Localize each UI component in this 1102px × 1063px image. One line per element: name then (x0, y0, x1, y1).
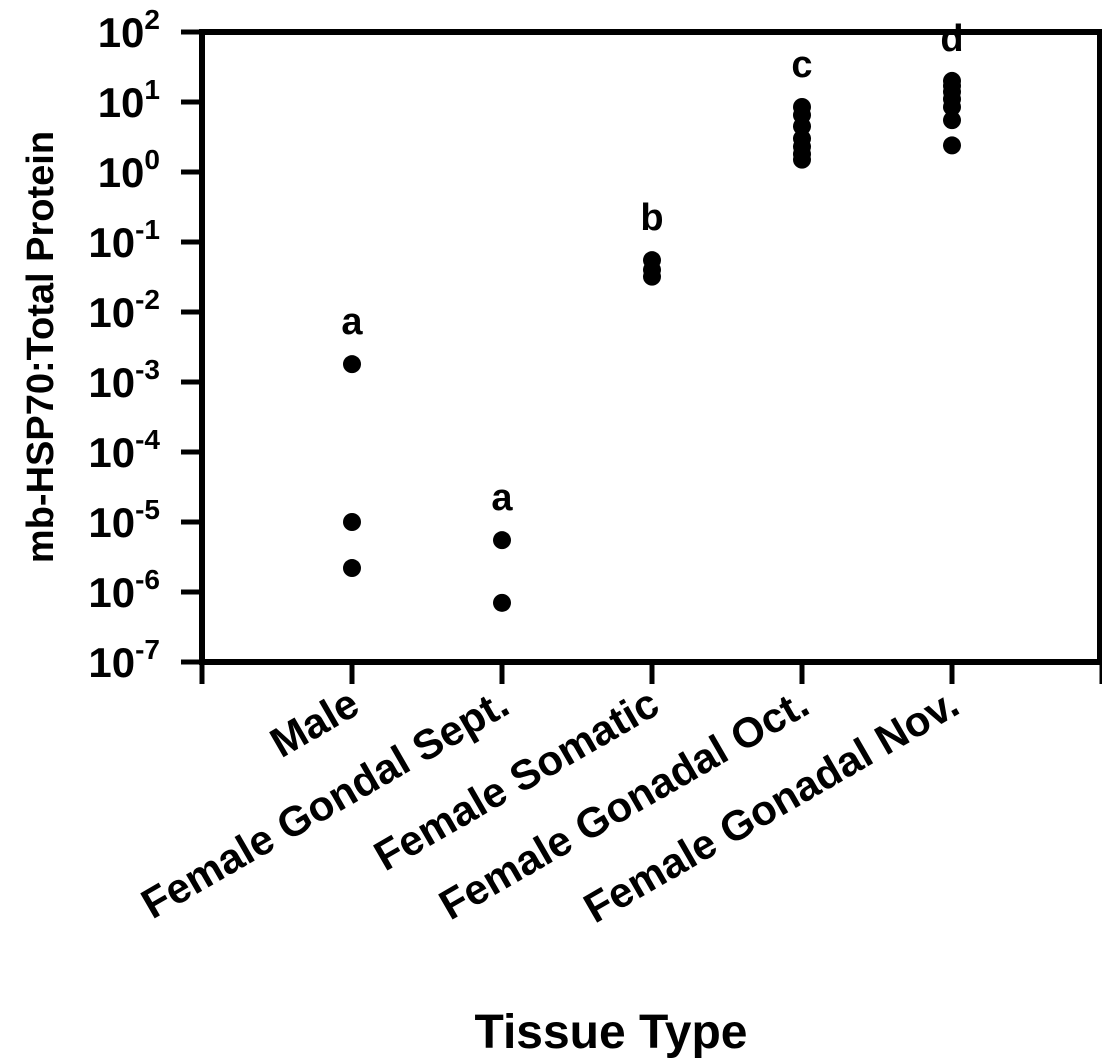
significance-letters: a a b c d (341, 18, 963, 519)
data-point (943, 111, 961, 130)
y-tick-label: 10-5 (88, 494, 160, 546)
y-tick-label: 10-2 (88, 284, 160, 336)
data-points (343, 71, 961, 612)
data-point (493, 593, 511, 612)
y-tick-label: 101 (98, 74, 160, 126)
data-point (793, 150, 811, 169)
data-point (943, 136, 961, 155)
significance-letter: d (940, 18, 963, 60)
y-axis-ticks: 102 101 100 10-1 10-2 10-3 10-4 10-5 10-6 10-7 (88, 4, 202, 686)
data-point (343, 355, 361, 374)
y-axis-label: mb-HSP70:Total Protein (20, 131, 62, 563)
y-tick-label: 10-3 (88, 354, 160, 406)
data-point (643, 267, 661, 286)
y-tick-label: 10-6 (88, 564, 160, 616)
x-tick-label: Male (262, 679, 366, 766)
data-point (343, 559, 361, 578)
data-point (943, 97, 961, 116)
x-axis-label: Tissue Type (475, 1006, 748, 1059)
y-tick-label: 10-1 (88, 214, 160, 266)
plot-frame (199, 29, 1102, 665)
y-tick-label: 100 (98, 144, 160, 196)
y-tick-label: 102 (98, 4, 160, 56)
x-axis-ticks (199, 662, 1102, 684)
y-tick-label: 10-7 (88, 634, 160, 686)
data-point (493, 531, 511, 550)
significance-letter: a (341, 301, 363, 343)
significance-letter: c (791, 44, 812, 86)
significance-letter: b (640, 197, 663, 239)
significance-letter: a (491, 477, 513, 519)
data-point (343, 513, 361, 531)
y-tick-label: 10-4 (88, 424, 160, 476)
data-point (793, 117, 811, 136)
